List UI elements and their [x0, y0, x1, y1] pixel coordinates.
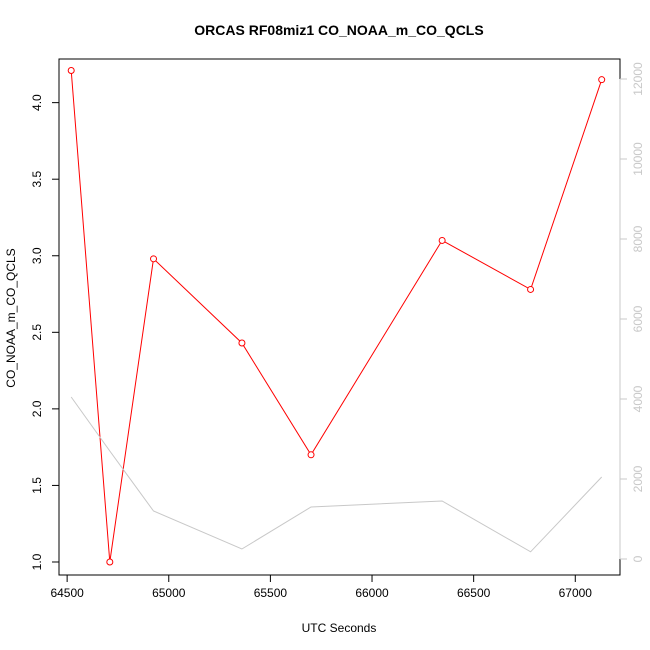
- y2-tick-label: 0: [631, 555, 645, 562]
- y2-tick-label: 8000: [631, 225, 645, 252]
- data-point: [438, 236, 446, 244]
- y-tick-label: 3.0: [30, 247, 44, 264]
- x-tick-label: 65000: [152, 586, 186, 600]
- y-tick-label: 4.0: [30, 94, 44, 111]
- y2-tick-label: 2000: [631, 465, 645, 492]
- x-axis-label: UTC Seconds: [302, 621, 377, 635]
- y-tick-label: 2.0: [30, 400, 44, 417]
- chart-title: ORCAS RF08miz1 CO_NOAA_m_CO_QCLS: [194, 22, 483, 38]
- x-axis: 64500 65000 65500 66000 66500 67000: [50, 574, 593, 600]
- y2-tick-label: 12000: [631, 62, 645, 96]
- data-point: [238, 339, 246, 347]
- data-point: [598, 76, 606, 84]
- x-tick-label: 65500: [254, 586, 288, 600]
- data-point: [67, 66, 75, 74]
- series-line-secondary: [70, 396, 603, 553]
- y-tick-label: 1.5: [30, 477, 44, 494]
- y-tick-label: 2.5: [30, 324, 44, 341]
- y2-tick-label: 4000: [631, 385, 645, 412]
- data-point: [307, 451, 315, 459]
- data-point: [106, 558, 114, 566]
- series-layer: [67, 66, 606, 566]
- x-tick-label: 67000: [559, 586, 593, 600]
- y2-tick-label: 10000: [631, 142, 645, 176]
- y-tick-label: 1.0: [30, 553, 44, 570]
- y-tick-label: 3.5: [30, 171, 44, 188]
- data-point: [527, 285, 535, 293]
- x-tick-label: 64500: [50, 586, 84, 600]
- x-tick-label: 66500: [457, 586, 491, 600]
- data-point: [150, 255, 158, 263]
- series-line-primary: [70, 70, 603, 563]
- y-axis: 1.0 1.5 2.0 2.5 3.0 3.5 4.0: [30, 94, 60, 570]
- y2-tick-label: 6000: [631, 305, 645, 332]
- y2-axis-right: 0 2000 4000 6000 8000 10000 12000: [619, 62, 645, 562]
- x-tick-label: 66000: [355, 586, 389, 600]
- y-axis-label: CO_NOAA_m_CO_QCLS: [4, 248, 18, 387]
